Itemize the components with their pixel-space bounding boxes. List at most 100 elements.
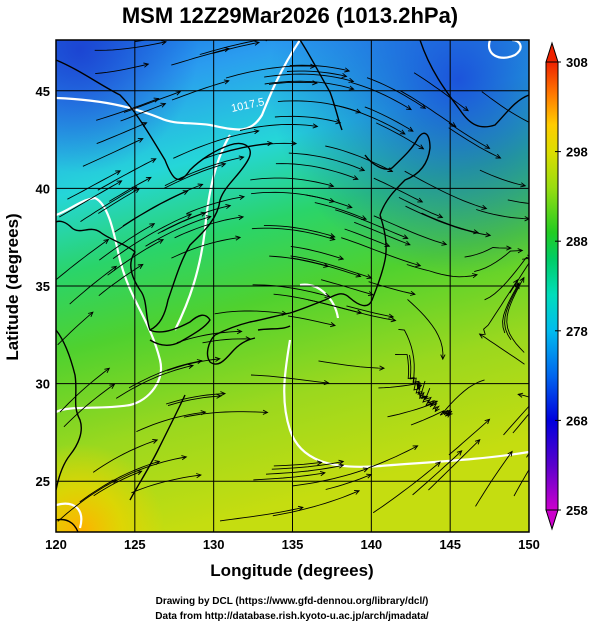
streamline-arrowhead: [507, 450, 513, 457]
streamline: [448, 127, 501, 159]
streamline-arrowhead: [418, 144, 425, 150]
streamline: [479, 333, 525, 365]
colorbar: 258 268 278 288 298 308: [545, 41, 588, 531]
streamline-arrowhead: [245, 336, 252, 342]
streamline: [128, 360, 202, 389]
streamline-arrowhead: [324, 292, 331, 298]
streamline-arrowhead: [335, 119, 342, 125]
streamline: [513, 468, 529, 497]
x-tick-label: 120: [45, 537, 67, 552]
streamline: [512, 413, 529, 434]
streamline-arrowhead: [406, 105, 412, 111]
streamline-arrowhead: [379, 365, 386, 371]
streamline: [120, 103, 166, 122]
streamline: [475, 451, 513, 507]
streamline: [265, 464, 344, 475]
coastline-russia-east: [299, 40, 343, 131]
streamline-arrowhead: [362, 467, 369, 473]
streamline-arrowhead: [407, 126, 414, 132]
streamline-arrowhead: [150, 158, 157, 163]
colorbar-tick-label: 288: [566, 234, 588, 249]
streamline: [225, 65, 315, 79]
streamline-arrowhead: [517, 248, 524, 254]
coastline-korea-south: [149, 314, 211, 347]
streamline-arrowhead: [471, 273, 478, 279]
streamline-arrowhead: [346, 203, 353, 209]
streamline: [112, 213, 192, 259]
streamline-arrowhead: [495, 153, 502, 159]
streamline-arrowhead: [111, 479, 118, 485]
streamline-arrowhead: [329, 233, 336, 239]
streamline-arrowhead: [387, 167, 394, 172]
coastline-shikoku: [257, 325, 291, 331]
streamline-arrowhead: [338, 459, 345, 465]
streamline-arrowhead: [254, 40, 261, 46]
streamline: [287, 315, 336, 326]
y-axis-label: Latitude (degrees): [3, 213, 22, 360]
streamline: [448, 122, 490, 149]
streamline: [341, 237, 421, 267]
streamline: [174, 216, 244, 239]
streamline-arrowhead: [506, 245, 512, 251]
streamline-arrowhead: [312, 123, 319, 129]
streamline: [57, 479, 117, 522]
streamline-arrowhead: [262, 409, 269, 415]
streamline-arrowhead: [485, 232, 492, 238]
streamline-arrowhead: [473, 229, 480, 235]
streamline: [507, 199, 529, 204]
x-tick-label: 140: [360, 537, 382, 552]
streamline-arrowhead: [344, 67, 351, 73]
streamline-arrowhead: [428, 402, 435, 408]
streamline: [112, 456, 187, 483]
x-tick-label: 150: [518, 537, 540, 552]
streamline-arrowhead: [329, 197, 336, 203]
streamline-arrowhead: [329, 322, 336, 328]
streamline: [56, 239, 109, 281]
streamline-arrowhead: [214, 356, 221, 362]
coastline-china-east: [56, 329, 82, 491]
streamline-arrowhead: [115, 170, 122, 176]
streamline-arrowhead: [238, 155, 245, 161]
streamline: [275, 163, 358, 180]
streamline: [288, 152, 365, 171]
streamline: [99, 223, 155, 261]
streamline-arrowhead: [513, 279, 519, 285]
streamline: [264, 80, 354, 90]
y-axis-ticks: 25 30 35 40 45: [36, 84, 50, 489]
streamline-arrowhead: [137, 138, 144, 143]
streamline: [483, 279, 518, 335]
streamline-arrowhead: [536, 259, 541, 263]
streamline-arrowhead: [200, 410, 207, 416]
streamline-arrowhead: [205, 215, 212, 221]
streamline-arrowhead: [463, 106, 469, 112]
streamline: [291, 257, 361, 277]
streamline: [115, 365, 194, 399]
streamline-arrowhead: [354, 490, 361, 495]
streamline-arrowhead: [181, 455, 188, 461]
streamline-arrowhead: [182, 190, 189, 195]
streamline: [405, 205, 491, 236]
streamline: [448, 418, 490, 456]
streamline-arrowhead: [568, 366, 573, 371]
streamline: [165, 393, 226, 405]
streamline: [273, 461, 322, 467]
streamline-arrowhead: [224, 47, 231, 53]
streamline: [314, 202, 367, 220]
streamline: [271, 461, 344, 470]
streamline-arrowhead: [432, 400, 439, 406]
streamline-arrowhead: [384, 242, 391, 248]
streamline-arrowhead: [196, 473, 202, 479]
x-tick-label: 130: [203, 537, 225, 552]
streamline: [273, 293, 362, 314]
streamline-arrowhead: [519, 276, 525, 283]
streamline: [161, 212, 206, 233]
colorbar-tick-label: 258: [566, 503, 588, 518]
streamline: [80, 186, 137, 222]
streamline: [79, 460, 160, 503]
streamline-arrowhead: [235, 235, 242, 241]
streamline: [97, 158, 157, 191]
streamline-arrowhead: [388, 313, 395, 319]
plot-frame: [55, 39, 530, 533]
x-axis-label: Longitude (degrees): [210, 561, 373, 580]
streamline: [412, 450, 463, 496]
